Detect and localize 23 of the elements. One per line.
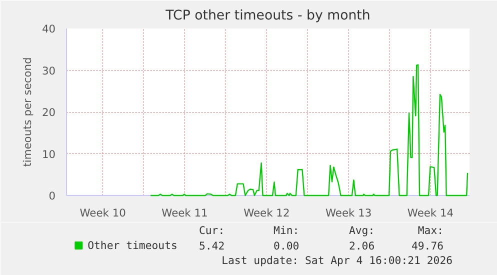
x-tick-label: Week 13: [326, 206, 372, 220]
x-tick-label: Week 11: [162, 206, 208, 220]
legend-label: Other timeouts: [88, 239, 178, 252]
x-tick-label: Week 14: [407, 206, 454, 220]
text: 2.06: [348, 240, 375, 252]
x-tick-label: Week 10: [80, 206, 126, 220]
y-tick-label: 40: [42, 22, 56, 36]
text: 5.42: [198, 240, 225, 252]
text: Cur:: [198, 224, 225, 237]
text: 0.00: [274, 240, 300, 252]
text: Last update: Sat Apr 4 16:00:21 2026: [222, 254, 453, 267]
y-axis-title: timeouts per second: [20, 57, 34, 167]
y-tick-label: 20: [42, 106, 56, 119]
text: Avg:: [348, 224, 375, 237]
text: Min:: [274, 224, 300, 237]
text: 49.76: [411, 240, 444, 252]
chart-title: TCP other timeouts - by month: [164, 8, 370, 24]
text: Max:: [418, 224, 444, 237]
y-tick-label: 10: [42, 148, 56, 161]
x-tick-label: Week 12: [244, 206, 290, 220]
line-series: [150, 64, 468, 196]
y-tick-label: 30: [42, 64, 56, 78]
y-tick-label: 0: [48, 190, 56, 202]
